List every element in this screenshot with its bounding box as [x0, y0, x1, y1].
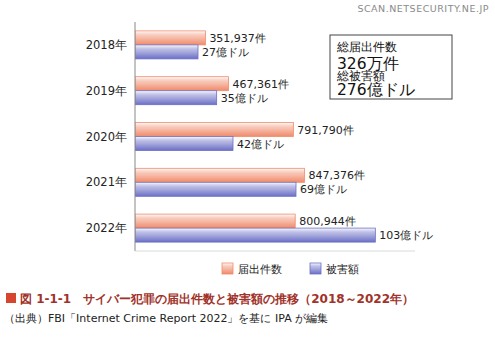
- category-label: 2019年: [86, 84, 127, 98]
- annotation: 276億ドル: [337, 81, 415, 99]
- annotation: 総届出件数: [336, 40, 397, 54]
- category-label: 2021年: [86, 175, 127, 189]
- watermark: SCAN.NETSECURITY.NE.JP: [357, 3, 489, 14]
- bar: [135, 214, 295, 228]
- bar: [135, 31, 205, 45]
- title-marker: [6, 293, 16, 303]
- data-label: 69億ドル: [300, 183, 347, 196]
- data-label: 467,361件: [232, 78, 289, 91]
- data-label: 351,937件: [209, 32, 265, 45]
- data-label: 27億ドル: [202, 46, 249, 59]
- category-label: 2022年: [86, 221, 127, 235]
- bar: [135, 123, 293, 137]
- category-label: 2018年: [86, 38, 127, 52]
- data-label: 847,376件: [308, 169, 365, 182]
- bar: [135, 168, 304, 182]
- legend-swatch: [310, 263, 321, 274]
- bar: [135, 137, 233, 151]
- data-label: 35億ドル: [221, 92, 268, 105]
- legend-label: 届出件数: [238, 263, 282, 276]
- category-axis: [135, 22, 136, 251]
- legend-swatch: [222, 263, 233, 274]
- value-axis: [135, 251, 415, 252]
- bar: [135, 77, 228, 91]
- chart: SCAN.NETSECURITY.NE.JP 2018年 2019年 2020年 202…: [0, 0, 495, 345]
- legend-label: 被害額: [326, 263, 359, 276]
- bar: [135, 91, 217, 105]
- subtitle: （出典）FBI「Internet Crime Report 2022」を基に I…: [4, 312, 328, 325]
- title: 図 1-1-1 サイバー犯罪の届出件数と被害額の推移（2018～2022年）: [20, 292, 414, 306]
- bar: [135, 45, 198, 59]
- data-label: 791,790件: [297, 124, 354, 137]
- bar: [135, 182, 296, 196]
- annotation-box: [330, 35, 452, 99]
- data-label: 800,944件: [299, 215, 356, 228]
- data-label: 42億ドル: [237, 138, 284, 151]
- data-label: 103億ドル: [379, 229, 433, 242]
- category-label: 2020年: [86, 130, 127, 144]
- bar: [135, 228, 375, 242]
